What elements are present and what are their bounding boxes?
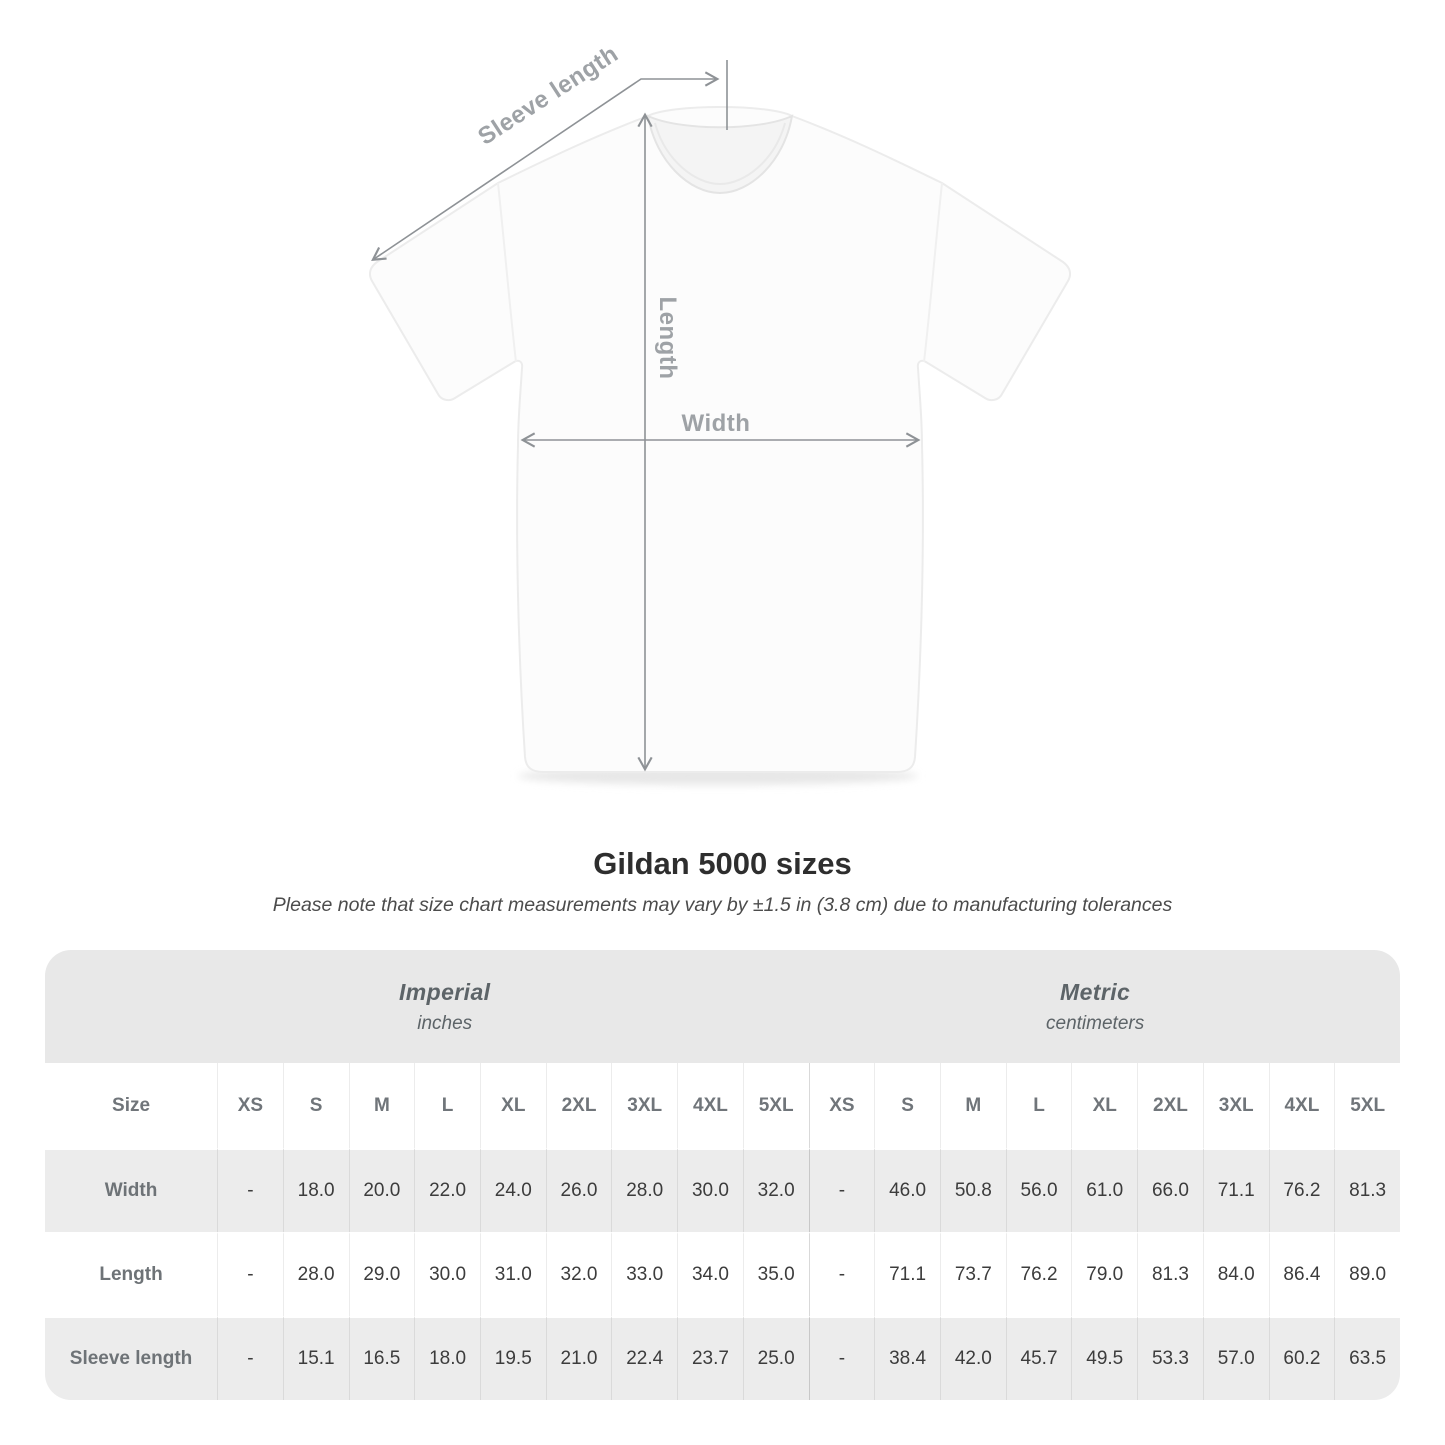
- centimeters-label: centimeters: [1046, 1012, 1145, 1034]
- table-cell: 45.7: [1005, 1316, 1072, 1400]
- table-cell: 42.0: [939, 1316, 1006, 1400]
- table-cell: 86.4: [1268, 1232, 1335, 1316]
- tshirt-graphic: Sleeve length Length Width: [368, 40, 1072, 785]
- size-column-header: XL: [479, 1063, 546, 1148]
- table-cell: 34.0: [677, 1232, 743, 1316]
- size-column-header: S: [282, 1063, 349, 1148]
- table-cell: 73.7: [939, 1232, 1006, 1316]
- table-cell: 18.0: [282, 1148, 349, 1232]
- table-cell: 81.3: [1137, 1232, 1203, 1316]
- size-table: Imperial inches Metric centimeters Size X…: [45, 950, 1400, 1400]
- table-cell: 30.0: [414, 1232, 480, 1316]
- inches-label: inches: [417, 1012, 473, 1034]
- size-column-header: 3XL: [611, 1063, 678, 1148]
- table-cell: 63.5: [1334, 1316, 1400, 1400]
- size-column-header: XS: [217, 1063, 283, 1148]
- table-cell: -: [808, 1316, 875, 1400]
- table-cell: 28.0: [611, 1148, 678, 1232]
- table-cell: 26.0: [545, 1148, 612, 1232]
- tshirt-measurement-diagram: Sleeve length Length Width: [368, 40, 1072, 785]
- table-cell: 53.3: [1137, 1316, 1203, 1400]
- width-label: Width: [682, 410, 751, 437]
- unit-group-metric: Metric centimeters: [1046, 979, 1144, 1035]
- size-column-header: S: [874, 1063, 940, 1148]
- imperial-label: Imperial: [399, 978, 491, 1005]
- sleeve-length-label: Sleeve length: [473, 40, 623, 150]
- table-cell: 30.0: [677, 1148, 743, 1232]
- table-cell: 33.0: [611, 1232, 678, 1316]
- table-cell: 35.0: [742, 1232, 809, 1316]
- size-column-header: XS: [808, 1063, 875, 1148]
- table-cell: 46.0: [874, 1148, 940, 1232]
- table-cell: -: [808, 1232, 875, 1316]
- right-sleeve-seam: [923, 182, 943, 363]
- size-column-header: XL: [1071, 1063, 1138, 1148]
- table-cell: 22.4: [611, 1316, 678, 1400]
- table-cell: 32.0: [545, 1232, 612, 1316]
- table-cell: 66.0: [1137, 1148, 1203, 1232]
- table-cell: 28.0: [282, 1232, 349, 1316]
- size-column-header: 2XL: [545, 1063, 612, 1148]
- page-title: Gildan 5000 sizes: [593, 846, 852, 881]
- table-cell: 60.2: [1268, 1316, 1335, 1400]
- table-cell: 24.0: [479, 1148, 546, 1232]
- table-cell: 50.8: [939, 1148, 1006, 1232]
- size-corner-header: Size: [45, 1063, 218, 1148]
- table-cell: 31.0: [479, 1232, 546, 1316]
- table-cell: 15.1: [282, 1316, 349, 1400]
- size-column-header: 3XL: [1202, 1063, 1269, 1148]
- row-label: Sleeve length: [45, 1316, 218, 1400]
- table-cell: 49.5: [1071, 1316, 1138, 1400]
- tolerance-note: Please note that size chart measurements…: [272, 894, 1173, 916]
- table-cell: 76.2: [1268, 1148, 1335, 1232]
- size-column-header: 2XL: [1137, 1063, 1203, 1148]
- table-cell: 71.1: [1202, 1148, 1269, 1232]
- table-cell: 81.3: [1334, 1148, 1400, 1232]
- metric-label: Metric: [1060, 978, 1131, 1005]
- size-column-header: 5XL: [742, 1063, 809, 1148]
- size-column-header: M: [939, 1063, 1006, 1148]
- size-column-header: L: [1005, 1063, 1072, 1148]
- table-cell: 38.4: [874, 1316, 940, 1400]
- size-grid: Size XS S M L XL 2XL 3XL 4XL 5XL XS S M L XL 2XL 3XL 4XL 5…: [45, 1063, 1400, 1400]
- table-cell: 18.0: [414, 1316, 480, 1400]
- unit-group-imperial: Imperial inches: [399, 979, 490, 1035]
- size-column-header: L: [414, 1063, 480, 1148]
- table-cell: -: [217, 1148, 283, 1232]
- table-cell: 22.0: [414, 1148, 480, 1232]
- size-column-header: 4XL: [677, 1063, 743, 1148]
- table-cell: 19.5: [479, 1316, 546, 1400]
- table-cell: 29.0: [348, 1232, 415, 1316]
- table-cell: 25.0: [742, 1316, 809, 1400]
- size-column-header: 4XL: [1268, 1063, 1335, 1148]
- table-cell: 71.1: [874, 1232, 940, 1316]
- row-label: Length: [45, 1232, 218, 1316]
- size-column-header: M: [348, 1063, 415, 1148]
- table-cell: 79.0: [1071, 1232, 1138, 1316]
- length-label: Length: [654, 297, 681, 380]
- sleeve-length-arrow: [371, 71, 720, 261]
- table-cell: -: [808, 1148, 875, 1232]
- unit-header-band: Imperial inches Metric centimeters: [45, 950, 1400, 1063]
- row-label: Width: [45, 1148, 218, 1232]
- table-cell: 32.0: [742, 1148, 809, 1232]
- table-cell: 21.0: [545, 1316, 612, 1400]
- table-cell: 23.7: [677, 1316, 743, 1400]
- size-column-header: 5XL: [1334, 1063, 1400, 1148]
- table-cell: 84.0: [1202, 1232, 1269, 1316]
- table-cell: -: [217, 1316, 283, 1400]
- table-cell: 89.0: [1334, 1232, 1400, 1316]
- table-cell: 16.5: [348, 1316, 415, 1400]
- table-cell: 20.0: [348, 1148, 415, 1232]
- table-cell: 57.0: [1202, 1316, 1269, 1400]
- table-cell: 61.0: [1071, 1148, 1138, 1232]
- table-cell: 56.0: [1005, 1148, 1072, 1232]
- table-cell: 76.2: [1005, 1232, 1072, 1316]
- table-cell: -: [217, 1232, 283, 1316]
